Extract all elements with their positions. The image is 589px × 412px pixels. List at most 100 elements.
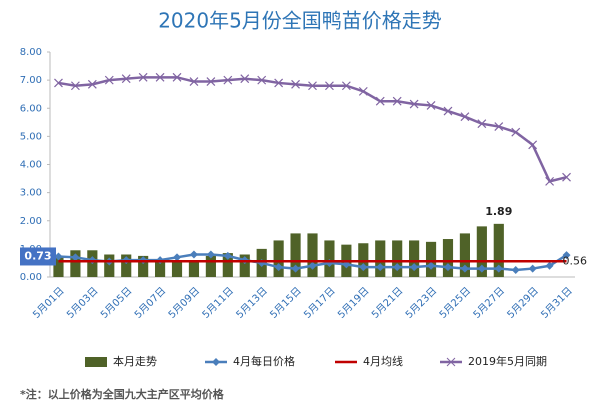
marker (54, 252, 63, 261)
marker (358, 86, 368, 96)
data-label: 0.56 (563, 254, 588, 267)
y-tick-label: 2.00 (20, 216, 42, 227)
marker (460, 112, 470, 122)
x-tick-label: 5月19日 (335, 285, 371, 321)
bar (171, 260, 183, 277)
marker (511, 127, 521, 137)
legend-label: 2019年5月同期 (468, 354, 547, 368)
bar (459, 233, 470, 277)
x-tick-label: 5月21日 (369, 285, 405, 321)
marker (291, 79, 300, 89)
y-tick-label: 8.00 (20, 47, 42, 58)
y-tick-label: 5.00 (20, 131, 42, 142)
bar (409, 240, 420, 277)
marker (240, 74, 250, 84)
legend-label: 4月均线 (363, 354, 403, 368)
bar (121, 254, 132, 277)
chart-title: 2020年5月份全国鸭苗价格走势 (158, 9, 442, 33)
marker (223, 251, 232, 260)
x-tick-label: 5月03日 (64, 285, 100, 321)
bar (104, 254, 115, 277)
x-tick-label: 5月13日 (234, 285, 270, 321)
marker (376, 263, 385, 272)
marker (189, 77, 199, 86)
marker (274, 78, 284, 88)
marker (206, 250, 215, 259)
bar (375, 240, 386, 277)
data-label: 0.73 (24, 249, 51, 262)
marker (71, 253, 80, 262)
note: *注：以上价格为全国九大主产区平均价格 (20, 387, 225, 401)
marker (494, 122, 504, 131)
x-tick-label: 5月29日 (505, 285, 541, 321)
y-tick-label: 0.00 (20, 272, 42, 283)
marker (562, 172, 571, 182)
marker (341, 81, 351, 91)
marker (410, 263, 419, 272)
marker (477, 264, 486, 273)
x-tick-label: 5月31日 (539, 285, 575, 321)
marker (375, 96, 385, 106)
x-tick-label: 5月15日 (268, 285, 304, 321)
marker (477, 119, 487, 129)
bar (70, 250, 81, 277)
legend-label: 4月每日价格 (233, 354, 295, 368)
x-tick-label: 5月25日 (437, 285, 473, 321)
marker (206, 77, 216, 86)
bar (205, 255, 216, 277)
x-tick-label: 5月05日 (98, 285, 134, 321)
marker (54, 78, 63, 88)
x-tick-label: 5月07日 (132, 285, 168, 321)
marker (325, 81, 334, 91)
bar (425, 241, 437, 277)
y-tick-label: 6.00 (20, 103, 42, 114)
bar (442, 239, 454, 277)
legend-marker (446, 357, 456, 367)
bar (476, 226, 487, 277)
marker (173, 253, 182, 262)
bar (493, 223, 504, 277)
marker (155, 72, 165, 82)
x-tick-label: 5月27日 (471, 285, 507, 321)
bar (273, 240, 284, 277)
x-tick-label: 5月01日 (31, 285, 67, 321)
bar (239, 254, 250, 277)
marker (172, 72, 182, 82)
bar (155, 260, 166, 277)
marker (308, 81, 317, 91)
marker (138, 72, 148, 82)
x-tick-label: 5月11日 (200, 285, 236, 321)
bar (324, 240, 335, 277)
marker (443, 106, 453, 116)
bar (307, 233, 318, 277)
legend-marker (212, 358, 220, 366)
marker (545, 261, 554, 270)
marker (70, 81, 80, 91)
legend-label: 本月走势 (113, 354, 157, 368)
bar (188, 260, 200, 277)
bar (222, 253, 233, 277)
marker (104, 75, 114, 85)
marker (460, 264, 469, 273)
marker (443, 263, 452, 272)
bar (138, 255, 149, 277)
marker (545, 176, 555, 186)
marker (223, 75, 233, 85)
marker (392, 96, 402, 106)
bar (290, 233, 301, 277)
marker (121, 74, 131, 84)
marker (427, 261, 436, 270)
marker (511, 265, 520, 274)
line (58, 76, 567, 183)
marker (189, 250, 198, 259)
data-label-box (20, 247, 56, 266)
bar (392, 240, 403, 277)
marker (528, 264, 537, 273)
marker (257, 75, 267, 85)
y-tick-label: 4.00 (20, 160, 42, 171)
y-tick-label: 7.00 (20, 75, 42, 86)
x-tick-label: 5月23日 (403, 285, 439, 321)
bar (53, 255, 64, 277)
marker (274, 263, 283, 272)
